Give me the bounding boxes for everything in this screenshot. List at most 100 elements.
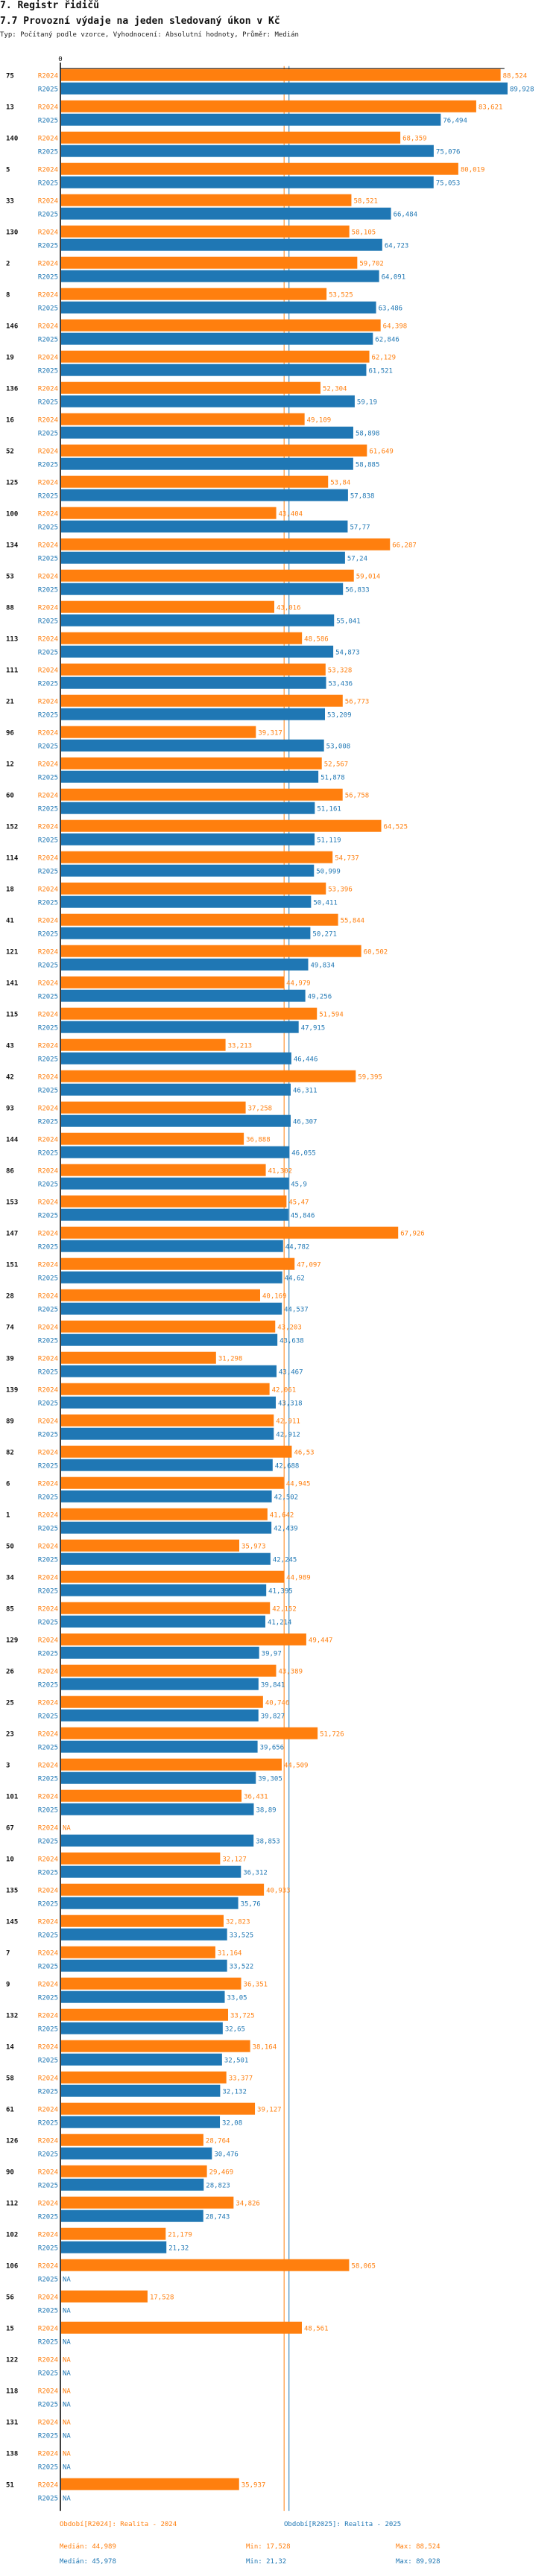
row-label: 34: [6, 1575, 14, 1582]
row-label: 75: [6, 73, 14, 80]
bar-r2024: [61, 194, 352, 206]
series-label: R2025: [38, 2151, 58, 2159]
series-label: R2025: [38, 1713, 58, 1721]
value-label-na: NA: [63, 2496, 71, 2503]
value-label: 44,782: [285, 1244, 310, 1251]
value-label: 33,522: [230, 1964, 254, 1971]
bar-r2025: [61, 1021, 299, 1033]
series-label: R2025: [38, 681, 58, 688]
series-label: R2024: [38, 918, 58, 925]
value-label: 55,844: [341, 918, 365, 925]
value-label: 33,05: [227, 1995, 247, 2002]
series-label: R2024: [38, 699, 58, 706]
series-label: R2024: [38, 511, 58, 518]
value-label: 53,209: [327, 712, 352, 720]
series-label: R2025: [38, 2120, 58, 2128]
bar-r2025: [61, 2116, 221, 2128]
bar-r2024: [61, 1602, 271, 1614]
bar-r2024: [61, 851, 333, 863]
series-label: R2024: [38, 1418, 58, 1426]
bar-r2025: [61, 895, 312, 908]
value-label: 46,311: [293, 1088, 318, 1095]
bar-r2025: [61, 1740, 258, 1753]
value-label: 44,537: [284, 1307, 309, 1314]
row-label: 106: [6, 2263, 18, 2271]
value-label: 50,271: [312, 931, 337, 939]
value-label: 58,898: [356, 431, 380, 438]
bar-r2024: [61, 1383, 270, 1395]
value-label: 67,926: [400, 1231, 425, 1238]
row-label: 122: [6, 2357, 18, 2364]
value-label: 42,911: [276, 1418, 300, 1426]
value-label: 38,853: [256, 1839, 280, 1846]
value-label: 45,47: [288, 1199, 309, 1207]
series-label: R2025: [38, 368, 58, 375]
series-label: R2024: [38, 2482, 58, 2490]
bar-r2025: [61, 802, 315, 814]
row-label: 9: [6, 1982, 10, 1989]
value-label: 50,999: [316, 869, 341, 876]
value-label: 62,129: [372, 355, 397, 362]
value-label: 32,08: [222, 2120, 242, 2128]
value-label: 48,586: [304, 636, 329, 644]
value-label: 53,525: [329, 292, 353, 299]
series-label: R2025: [38, 1369, 58, 1377]
value-label: 56,758: [345, 793, 370, 800]
series-label: R2025: [38, 118, 58, 125]
row-label: 53: [6, 574, 14, 581]
value-label: 75,076: [436, 149, 461, 156]
row-label: 82: [6, 1450, 14, 1457]
series-label: R2025: [38, 1307, 58, 1314]
bar-r2024: [61, 2227, 166, 2240]
value-label: 41,214: [268, 1619, 292, 1627]
bar-r2024: [61, 1414, 274, 1427]
series-label: R2025: [38, 931, 58, 939]
bar-r2024: [61, 444, 367, 457]
value-label: 42,245: [273, 1557, 297, 1564]
row-label: 121: [6, 949, 18, 957]
bar-r2025: [61, 676, 326, 689]
bar-r2025: [61, 520, 348, 533]
series-label: R2024: [38, 2388, 58, 2396]
bar-r2024: [61, 350, 370, 363]
series-label: R2025: [38, 587, 58, 594]
bar-r2025: [61, 1990, 225, 2003]
value-label: 40,169: [262, 1293, 287, 1301]
value-label: 46,53: [294, 1450, 314, 1457]
value-label: 28,764: [206, 2138, 230, 2145]
series-label: R2025: [38, 2089, 58, 2096]
bar-r2024: [61, 1727, 318, 1739]
value-label: 51,161: [317, 806, 341, 813]
row-label: 43: [6, 1043, 14, 1050]
bar-r2025: [61, 2053, 222, 2066]
bar-r2025: [61, 1865, 241, 1878]
series-label: R2025: [38, 1745, 58, 1752]
bar-r2024: [61, 225, 350, 238]
value-label-na: NA: [63, 1825, 71, 1833]
value-label: 53,84: [330, 480, 350, 487]
series-label: R2024: [38, 261, 58, 268]
bar-r2024: [61, 882, 326, 895]
series-label: R2024: [38, 542, 58, 550]
bar-r2025: [61, 1333, 278, 1346]
bar-r2025: [61, 2178, 204, 2191]
row-label: 93: [6, 1105, 14, 1113]
series-label: R2025: [38, 1619, 58, 1627]
value-label: 53,396: [328, 886, 353, 894]
series-label: R2024: [38, 574, 58, 581]
series-label: R2024: [38, 167, 58, 174]
bar-r2024: [61, 1664, 277, 1677]
series-label: R2024: [38, 2013, 58, 2020]
value-label: 42,439: [274, 1526, 298, 1533]
series-label: R2025: [38, 1839, 58, 1846]
value-label: 51,594: [319, 1012, 344, 1019]
value-label-na: NA: [63, 2357, 71, 2364]
value-label: 59,395: [358, 1074, 382, 1082]
value-label: 58,065: [351, 2263, 376, 2271]
value-label: 64,091: [382, 274, 406, 282]
value-label: 28,823: [206, 2183, 230, 2190]
value-label: 66,484: [394, 212, 418, 219]
value-label: 52,567: [324, 761, 349, 769]
bar-r2025: [61, 1584, 267, 1596]
bar-r2025: [61, 207, 391, 220]
